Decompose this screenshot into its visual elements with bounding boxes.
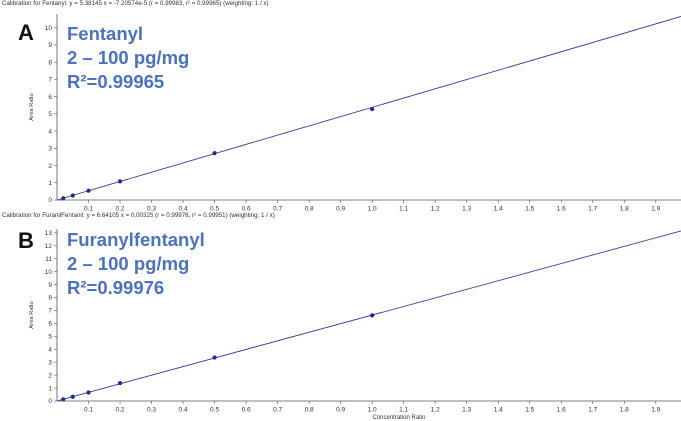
x-tick-label: 1.0 <box>368 407 377 414</box>
x-tick-label: 1.6 <box>557 206 566 213</box>
y-tick-label: 5 <box>48 111 52 118</box>
y-tick-label: 3 <box>48 359 52 366</box>
y-axis-label: Area Ratio <box>29 301 35 328</box>
y-tick-label: 11 <box>45 256 52 263</box>
y-axis-label: Area Ratio <box>29 93 35 120</box>
y-tick-label: 6 <box>48 321 52 328</box>
y-tick-label: 0 <box>48 398 52 405</box>
data-point <box>70 193 75 198</box>
x-tick-label: 1.9 <box>651 407 660 414</box>
x-tick-label: 0.1 <box>84 206 93 213</box>
x-tick-label: 0.6 <box>242 407 251 414</box>
x-tick-label: 1.5 <box>525 407 534 414</box>
y-tick-label: 3 <box>48 146 52 153</box>
x-tick-label: 1.2 <box>431 407 440 414</box>
regression-line <box>56 230 681 402</box>
x-tick-label: 0.4 <box>179 407 188 414</box>
x-tick-label: 1.4 <box>494 407 503 414</box>
x-tick-label: 0.1 <box>84 407 93 414</box>
annotation-box: Fentanyl 2 – 100 pg/mg R²=0.99965 <box>67 22 189 94</box>
x-tick-label: 0.7 <box>273 407 282 414</box>
y-tick-label: 5 <box>48 334 52 341</box>
y-tick-label: 1 <box>48 180 52 187</box>
x-tick-label: 0.4 <box>179 206 188 213</box>
concentration-range: 2 – 100 pg/mg <box>67 253 190 274</box>
regression-line <box>56 16 681 201</box>
y-tick-label: 10 <box>45 269 53 276</box>
data-point <box>70 394 75 399</box>
r-squared-value: R²=0.99976 <box>67 277 165 298</box>
x-tick-label: 0.9 <box>336 206 345 213</box>
y-tick-label: 7 <box>48 77 52 84</box>
data-point <box>117 179 123 184</box>
x-tick-label: 0.7 <box>273 206 282 213</box>
data-point <box>86 390 91 395</box>
x-tick-label: 1.7 <box>588 407 597 414</box>
data-point <box>86 188 91 193</box>
x-tick-label: 1.1 <box>399 206 408 213</box>
x-axis-label: Concentration Ratio <box>372 415 426 421</box>
y-tick-label: 8 <box>48 295 52 302</box>
x-tick-label: 1.3 <box>462 206 471 213</box>
y-tick-label: 8 <box>48 59 52 66</box>
data-point <box>212 355 217 360</box>
x-tick-label: 1.9 <box>651 206 660 213</box>
calibration-panel-a: Calibration for Fentanyl: y = 5.38145 x … <box>2 0 681 213</box>
y-tick-label: 1 <box>48 385 52 392</box>
x-tick-label: 0.5 <box>210 407 219 414</box>
data-point <box>370 106 375 112</box>
panel-letter: B <box>18 228 34 253</box>
y-tick-label: 4 <box>48 346 52 353</box>
y-tick-label: 9 <box>48 282 52 289</box>
analyte-name: Furanylfentanyl <box>67 229 205 250</box>
data-point <box>370 313 375 318</box>
panel-letter: A <box>18 20 34 45</box>
y-tick-label: 6 <box>48 94 52 101</box>
x-tick-label: 0.3 <box>147 206 156 213</box>
data-point <box>61 196 66 201</box>
x-tick-label: 1.8 <box>620 407 629 414</box>
x-tick-label: 0.6 <box>242 206 251 213</box>
x-tick-label: 1.5 <box>525 206 534 213</box>
calibration-equation-title: Calibration for Fentanyl: y = 5.38145 x … <box>2 0 269 7</box>
x-tick-label: 1.2 <box>431 206 440 213</box>
x-tick-label: 1.7 <box>588 206 597 213</box>
r-squared-value: R²=0.99965 <box>67 71 165 92</box>
x-tick-label: 0.9 <box>336 407 345 414</box>
x-tick-label: 1.8 <box>620 206 629 213</box>
x-tick-label: 0.8 <box>305 407 314 414</box>
y-tick-label: 2 <box>48 372 52 379</box>
x-tick-label: 1.3 <box>462 407 471 414</box>
y-tick-label: 0 <box>48 197 52 204</box>
x-tick-label: 1.1 <box>399 407 408 414</box>
chart-plot-area: 0 1 2 3 4 5 6 7 8 9 10 0.1 0.2 0.3 0.4 0.5 0.6 0.7 0.8 0.9 1… <box>29 14 681 213</box>
concentration-range: 2 – 100 pg/mg <box>67 47 190 68</box>
data-point <box>61 397 66 402</box>
x-tick-label: 1.4 <box>494 206 503 213</box>
x-tick-label: 0.8 <box>305 206 314 213</box>
x-tick-label: 0.3 <box>147 407 156 414</box>
calibration-equation-title: Calibration for FuranilFentanil: y = 6.6… <box>2 212 275 219</box>
x-tick-label: 0.5 <box>210 206 219 213</box>
y-tick-label: 7 <box>48 308 52 315</box>
annotation-box: Furanylfentanyl 2 – 100 pg/mg R²=0.99976 <box>67 228 205 300</box>
x-tick-label: 1.6 <box>557 407 566 414</box>
y-tick-label: 9 <box>48 42 52 49</box>
y-tick-label: 2 <box>48 163 52 170</box>
data-point <box>212 151 217 156</box>
analyte-name: Fentanyl <box>67 23 144 44</box>
x-tick-label: 1.0 <box>368 206 377 213</box>
y-tick-label: 10 <box>45 25 53 32</box>
x-tick-label: 0.2 <box>116 206 125 213</box>
data-point <box>117 381 123 386</box>
y-tick-label: 13 <box>45 230 53 237</box>
calibration-panel-b: Calibration for FuranilFentanil: y = 6.6… <box>0 212 681 421</box>
x-tick-label: 0.2 <box>116 407 125 414</box>
y-tick-label: 12 <box>45 243 53 250</box>
y-tick-label: 4 <box>48 128 52 135</box>
